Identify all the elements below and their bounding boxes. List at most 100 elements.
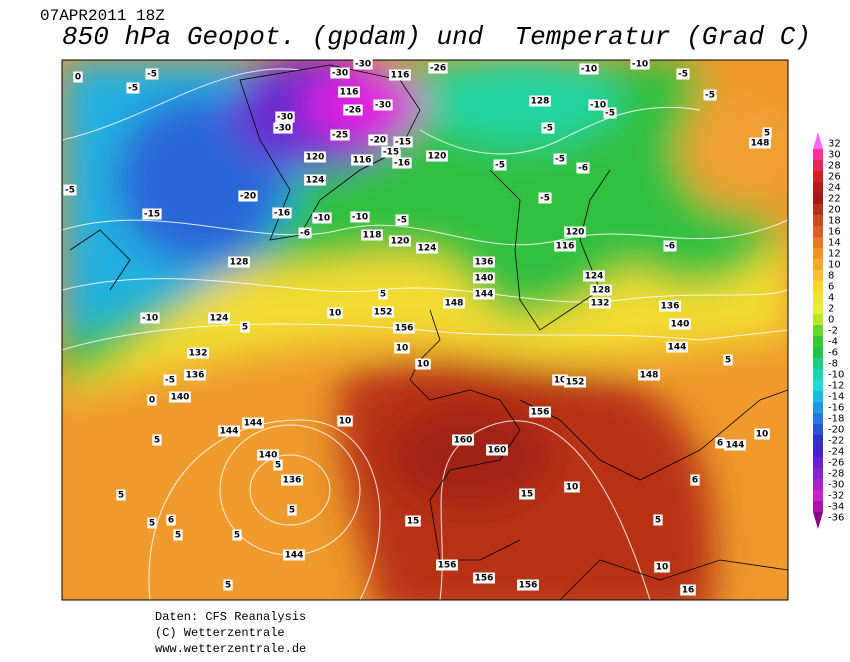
contour-label: 5 — [725, 356, 731, 366]
contour-label-box — [519, 488, 535, 500]
contour-label-box — [368, 134, 388, 146]
contour-label-box — [541, 122, 555, 134]
contour-label-box — [579, 63, 599, 75]
contour-label: -30 — [275, 124, 291, 134]
contour-label: 6 — [168, 516, 174, 526]
contour-label-box — [147, 517, 157, 529]
contour-label: -30 — [375, 101, 391, 111]
contour-label: -26 — [430, 64, 446, 74]
colorbar-label: -26 — [828, 458, 844, 469]
contour-label-box — [63, 184, 77, 196]
contour-label: 5 — [225, 581, 231, 591]
contour-label-box — [147, 394, 157, 406]
contour-label-box — [343, 104, 363, 116]
contour-label-box — [676, 68, 690, 80]
contour-label-box — [283, 549, 305, 561]
contour-label-box — [173, 529, 183, 541]
contour-label-box — [208, 312, 230, 324]
contour-label: 5 — [764, 129, 770, 139]
colorbar-label: -2 — [828, 326, 838, 337]
colorbar-label: -16 — [828, 403, 844, 414]
contour-label: 140 — [171, 393, 190, 403]
colorbar-swatch — [813, 336, 823, 347]
contour-label-box — [223, 579, 233, 591]
map-area — [62, 60, 788, 600]
contour-label-box — [588, 99, 608, 111]
contour-label: 118 — [363, 231, 382, 241]
contour-label: 5 — [655, 516, 661, 526]
contour-label-box — [552, 374, 568, 386]
colorbar-swatch — [813, 204, 823, 215]
contour-label-box — [666, 341, 688, 353]
colorbar-label: 10 — [828, 260, 841, 271]
contour-label: 10 — [566, 483, 579, 493]
contour-label-box — [275, 111, 295, 123]
colorbar-swatch — [813, 281, 823, 292]
contour-label-box — [653, 514, 663, 526]
map-title: 850 hPa Geopot. (gpdam) und Temperatur (… — [62, 22, 811, 52]
colorbar-label: -18 — [828, 414, 844, 425]
contour-label-box — [590, 284, 612, 296]
colorbar-label: 14 — [828, 238, 841, 249]
contour-label-box — [723, 354, 733, 366]
contour-label-box — [281, 474, 303, 486]
colorbar-label: -10 — [828, 370, 844, 381]
footer-line: Daten: CFS Reanalysis — [155, 610, 306, 624]
contour-label: -25 — [332, 131, 348, 141]
contour-label-box — [393, 322, 415, 334]
colorbar-swatch — [813, 292, 823, 303]
contour-label-box — [353, 58, 373, 70]
contour-label: 136 — [661, 302, 680, 312]
contour-label: 5 — [118, 491, 124, 501]
contour-label-box — [426, 150, 448, 162]
contour-label: 156 — [475, 574, 494, 584]
contour-label: 144 — [668, 343, 687, 353]
contour-label-box — [330, 67, 350, 79]
colorbar-label: -36 — [828, 513, 844, 524]
contour-label-box — [517, 579, 539, 591]
contour-label: 120 — [428, 152, 447, 162]
contour-label: 144 — [285, 551, 304, 561]
contour-label: 120 — [566, 228, 585, 238]
contour-label: 128 — [592, 286, 611, 296]
contour-label: -6 — [578, 164, 588, 174]
contour-label: 148 — [640, 371, 659, 381]
contour-label-box — [272, 207, 292, 219]
colorbar-swatch — [813, 259, 823, 270]
contour-label-box — [564, 226, 586, 238]
colorbar-label: -22 — [828, 436, 844, 447]
contour-label: 128 — [531, 97, 550, 107]
contour-label-box — [142, 208, 162, 220]
colorbar-swatch — [813, 149, 823, 160]
contour-label-box — [257, 449, 279, 461]
contour-label-box — [163, 374, 177, 386]
contour-label: 156 — [519, 581, 538, 591]
contour-label-box — [486, 444, 508, 456]
colorbar-swatch — [813, 132, 823, 149]
colorbar-label: -32 — [828, 491, 844, 502]
colorbar-swatch — [813, 380, 823, 391]
colorbar-swatch — [813, 479, 823, 490]
colorbar-label: 32 — [828, 139, 841, 150]
colorbar-label: 24 — [828, 183, 841, 194]
colorbar-swatch — [813, 457, 823, 468]
colorbar-label: 20 — [828, 205, 841, 216]
colorbar-swatch — [813, 171, 823, 182]
colorbar-swatch — [813, 501, 823, 512]
colorbar-label: -30 — [828, 480, 844, 491]
contour-label-box — [436, 559, 458, 571]
contour-label: 5 — [289, 506, 295, 516]
contour-label: 0 — [149, 396, 155, 406]
colorbar-swatch — [813, 314, 823, 325]
contour-label-box — [330, 129, 350, 141]
colorbar-label: -12 — [828, 381, 844, 392]
date-label: 07APR2011 18Z — [40, 7, 165, 25]
contour-label-box — [529, 406, 551, 418]
contour-label: -5 — [397, 216, 407, 226]
contour-label-box — [393, 136, 413, 148]
contour-label-box — [680, 584, 696, 596]
contour-label: 124 — [306, 176, 325, 186]
contour-label-box — [312, 212, 332, 224]
contour-label: -15 — [395, 138, 411, 148]
contour-label-box — [378, 288, 388, 300]
